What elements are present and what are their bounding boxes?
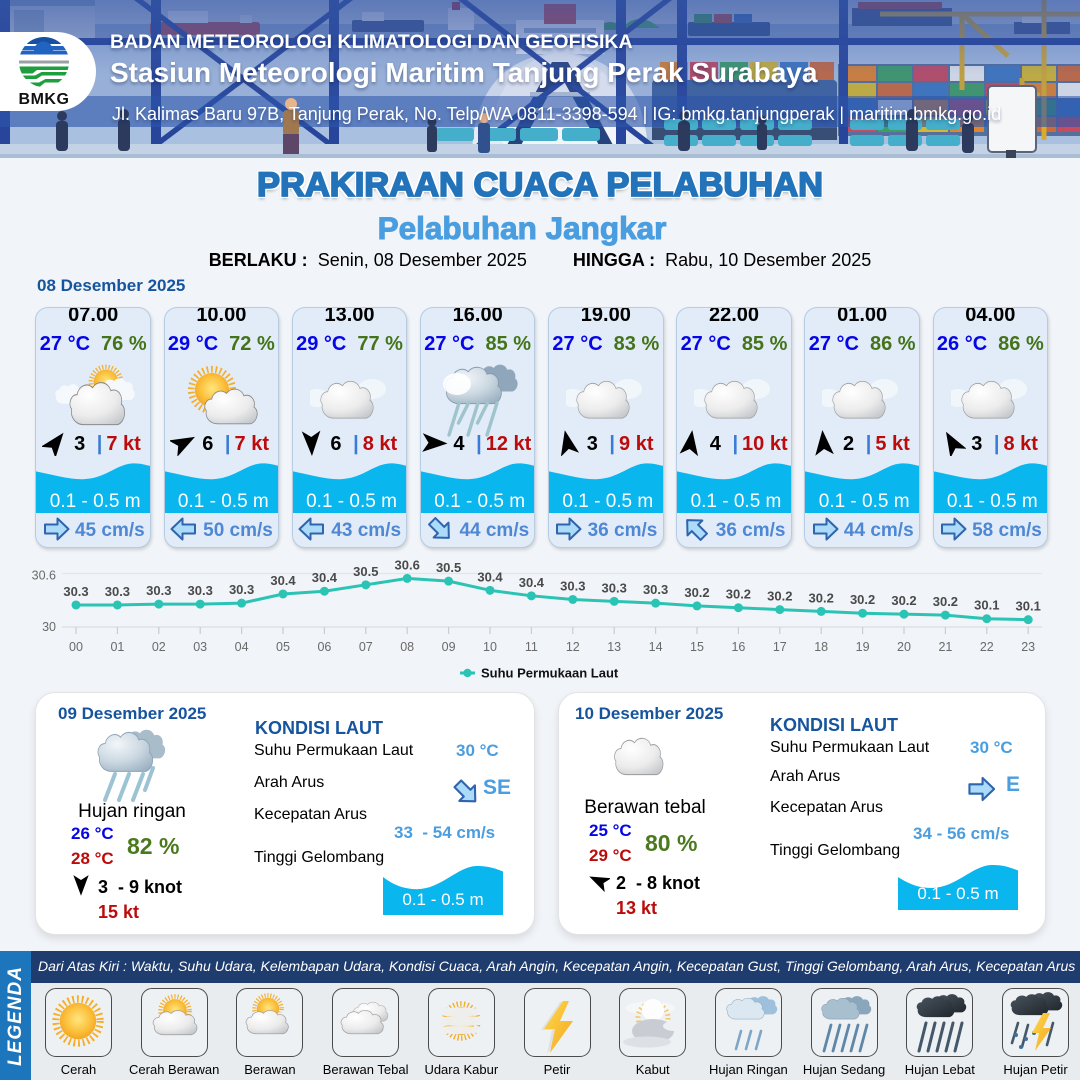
- svg-text:17: 17: [773, 640, 787, 654]
- svg-text:30.4: 30.4: [477, 569, 503, 584]
- svg-text:10: 10: [483, 640, 497, 654]
- svg-text:30.2: 30.2: [891, 593, 916, 608]
- svg-text:01: 01: [110, 640, 124, 654]
- svg-text:BMKG: BMKG: [19, 91, 70, 108]
- svg-text:09: 09: [442, 640, 456, 654]
- svg-text:04: 04: [235, 640, 249, 654]
- svg-text:30.2: 30.2: [767, 589, 792, 604]
- svg-text:05: 05: [276, 640, 290, 654]
- svg-text:30.6: 30.6: [32, 568, 56, 582]
- svg-text:30.2: 30.2: [933, 594, 958, 609]
- svg-text:12: 12: [566, 640, 580, 654]
- svg-text:30.3: 30.3: [188, 583, 213, 598]
- svg-text:23: 23: [1021, 640, 1035, 654]
- svg-text:30.5: 30.5: [353, 564, 378, 579]
- svg-text:22: 22: [980, 640, 994, 654]
- svg-text:13: 13: [607, 640, 621, 654]
- svg-text:30.5: 30.5: [436, 560, 461, 575]
- svg-text:30.4: 30.4: [312, 570, 338, 585]
- svg-text:02: 02: [152, 640, 166, 654]
- svg-text:07: 07: [359, 640, 373, 654]
- svg-text:11: 11: [525, 640, 538, 654]
- svg-text:30.2: 30.2: [809, 590, 834, 605]
- svg-text:30.3: 30.3: [105, 584, 130, 599]
- svg-text:15: 15: [690, 640, 704, 654]
- svg-text:14: 14: [649, 640, 663, 654]
- svg-text:08: 08: [400, 640, 414, 654]
- svg-text:30.1: 30.1: [974, 598, 999, 613]
- svg-text:30.2: 30.2: [850, 592, 875, 607]
- svg-text:30.3: 30.3: [560, 578, 585, 593]
- svg-text:30.2: 30.2: [684, 585, 709, 600]
- svg-text:18: 18: [814, 640, 828, 654]
- svg-text:16: 16: [731, 640, 745, 654]
- svg-text:03: 03: [193, 640, 207, 654]
- svg-text:Suhu Permukaan Laut: Suhu Permukaan Laut: [481, 666, 619, 681]
- svg-text:30.3: 30.3: [229, 582, 254, 597]
- svg-text:30.6: 30.6: [395, 558, 420, 572]
- svg-text:30.3: 30.3: [643, 582, 668, 597]
- svg-text:21: 21: [938, 640, 952, 654]
- svg-text:30.4: 30.4: [270, 573, 296, 588]
- svg-text:00: 00: [69, 640, 83, 654]
- svg-text:30.2: 30.2: [726, 587, 751, 602]
- svg-text:19: 19: [856, 640, 870, 654]
- svg-text:30.3: 30.3: [602, 580, 627, 595]
- svg-text:06: 06: [317, 640, 331, 654]
- svg-text:20: 20: [897, 640, 911, 654]
- svg-text:30: 30: [42, 620, 56, 634]
- svg-text:30.4: 30.4: [519, 575, 545, 590]
- svg-text:30.1: 30.1: [1016, 599, 1041, 614]
- svg-text:30.3: 30.3: [146, 583, 171, 598]
- svg-text:30.3: 30.3: [63, 584, 88, 599]
